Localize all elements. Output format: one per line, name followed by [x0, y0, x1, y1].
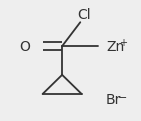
Text: O: O: [20, 40, 31, 54]
Text: Zn: Zn: [106, 40, 124, 54]
Text: Cl: Cl: [77, 8, 91, 22]
Text: Br: Br: [106, 93, 122, 107]
Text: −: −: [118, 93, 127, 103]
Text: +: +: [119, 38, 127, 48]
